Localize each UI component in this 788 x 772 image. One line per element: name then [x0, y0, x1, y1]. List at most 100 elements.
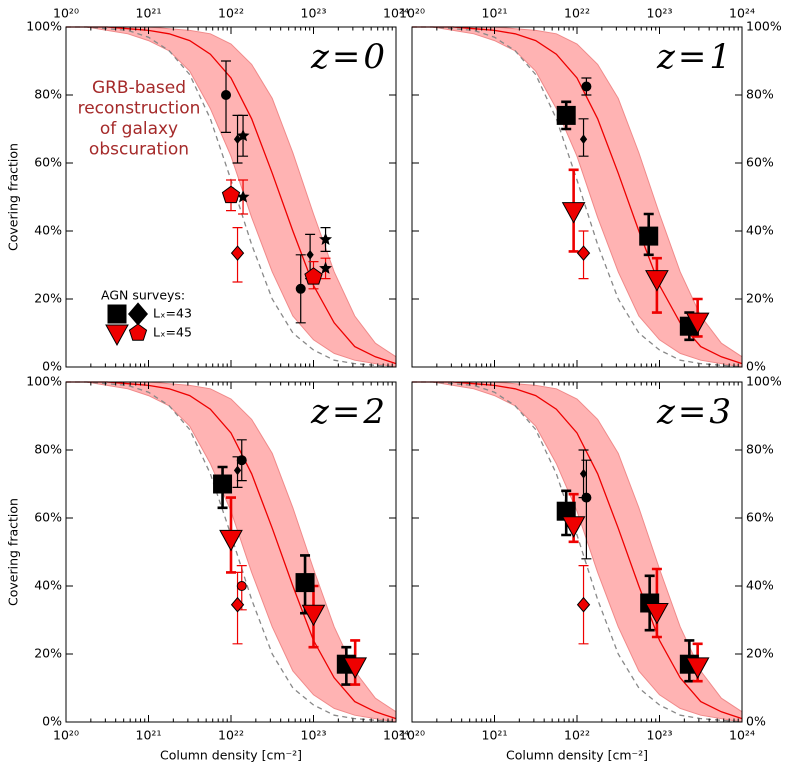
x-tick-label: 10²² — [218, 6, 244, 21]
legend-label: Lₓ=45 — [153, 325, 192, 340]
panel-title: z=1 — [656, 37, 734, 77]
data-point — [236, 581, 247, 591]
x-tick-label: 10²³ — [647, 728, 673, 743]
y-tick-label: 100% — [746, 19, 782, 34]
legend-marker — [105, 324, 129, 347]
data-point — [221, 90, 232, 100]
data-point — [213, 474, 233, 494]
data-point — [685, 312, 710, 335]
x-tick-label: 10²³ — [647, 6, 673, 21]
x-tick-label: 10²¹ — [482, 728, 508, 743]
data-point — [579, 134, 588, 145]
data-point — [236, 455, 247, 466]
x-tick-label: 10²⁴ — [729, 728, 755, 743]
y-tick-label: 40% — [34, 223, 62, 238]
data-point — [561, 516, 586, 538]
data-point — [556, 105, 576, 125]
y-tick-label: 100% — [26, 19, 62, 34]
data-point — [581, 81, 592, 92]
data-point — [576, 245, 591, 261]
annotation: of galaxy — [100, 119, 178, 139]
median-line — [66, 26, 397, 365]
y-tick-label: 60% — [34, 155, 62, 170]
y-tick-label: 40% — [746, 578, 774, 593]
data-point — [233, 134, 242, 145]
data-point — [230, 596, 245, 613]
data-point — [319, 261, 333, 274]
data-point — [319, 232, 333, 246]
y-axis-label: Covering fraction — [6, 143, 21, 251]
data-point — [230, 245, 245, 261]
y-tick-label: 80% — [34, 442, 62, 457]
annotation: GRB-based — [92, 78, 186, 98]
data-point — [301, 604, 326, 627]
panel-title: z=3 — [656, 392, 734, 432]
x-tick-label: 10²¹ — [136, 6, 162, 21]
y-tick-label: 0% — [746, 714, 766, 729]
x-tick-label: 10²² — [564, 6, 590, 21]
data-point — [219, 529, 243, 552]
reference-line — [412, 381, 743, 723]
y-tick-label: 60% — [34, 510, 62, 525]
x-tick-label: 10²³ — [301, 728, 327, 743]
y-tick-label: 0% — [746, 359, 766, 374]
data-point — [306, 249, 314, 260]
y-tick-label: 80% — [34, 87, 62, 102]
data-point — [645, 603, 669, 625]
data-point — [221, 185, 241, 204]
panel-title: z=2 — [310, 392, 388, 432]
y-tick-label: 60% — [746, 155, 774, 170]
y-tick-label: 0% — [42, 359, 62, 374]
y-tick-label: 20% — [34, 646, 62, 661]
y-tick-label: 80% — [746, 87, 774, 102]
legend-marker — [128, 302, 148, 326]
legend-marker — [128, 323, 148, 341]
data-point — [295, 573, 315, 593]
data-point — [645, 270, 669, 292]
y-tick-label: 20% — [746, 646, 774, 661]
y-axis-label: Covering fraction — [6, 498, 21, 606]
data-point — [579, 468, 588, 479]
x-tick-label: 10²² — [564, 728, 590, 743]
median-line — [412, 381, 743, 720]
x-tick-label: 10²³ — [301, 6, 327, 21]
panel-title: z=0 — [310, 37, 388, 77]
x-tick-label: 10²⁴ — [383, 6, 409, 21]
median-line — [66, 381, 397, 720]
data-point — [295, 283, 306, 294]
data-point — [639, 226, 659, 246]
y-tick-label: 80% — [746, 442, 774, 457]
x-tick-label: 10²¹ — [136, 728, 162, 743]
data-point — [561, 202, 586, 224]
data-point — [581, 492, 592, 503]
y-tick-label: 100% — [746, 374, 782, 389]
legend-title: AGN surveys: — [101, 288, 185, 303]
data-point — [304, 267, 323, 285]
data-point — [343, 657, 368, 679]
x-tick-label: 10²⁰ — [53, 6, 79, 21]
x-tick-label: 10²⁰ — [399, 6, 425, 21]
x-tick-label: 10²⁰ — [53, 728, 79, 743]
data-point — [576, 596, 591, 613]
legend-label: Lₓ=43 — [153, 306, 192, 321]
x-tick-label: 10²⁴ — [383, 728, 409, 743]
legend-marker — [107, 304, 127, 324]
x-axis-label: Column density [cm⁻²] — [506, 748, 648, 763]
y-tick-label: 40% — [746, 223, 774, 238]
x-tick-label: 10²⁰ — [399, 728, 425, 743]
y-tick-label: 60% — [746, 510, 774, 525]
y-tick-label: 0% — [42, 714, 62, 729]
data-point — [685, 657, 710, 679]
data-point — [233, 465, 242, 476]
annotation: obscuration — [89, 140, 189, 160]
data-point — [236, 128, 250, 142]
y-tick-label: 20% — [34, 291, 62, 306]
x-tick-label: 10²¹ — [482, 6, 508, 21]
y-tick-label: 20% — [746, 291, 774, 306]
y-tick-label: 100% — [26, 374, 62, 389]
annotation: reconstruction — [78, 99, 201, 119]
x-tick-label: 10²² — [218, 728, 244, 743]
reference-line — [412, 26, 743, 368]
x-tick-label: 10²⁴ — [729, 6, 755, 21]
